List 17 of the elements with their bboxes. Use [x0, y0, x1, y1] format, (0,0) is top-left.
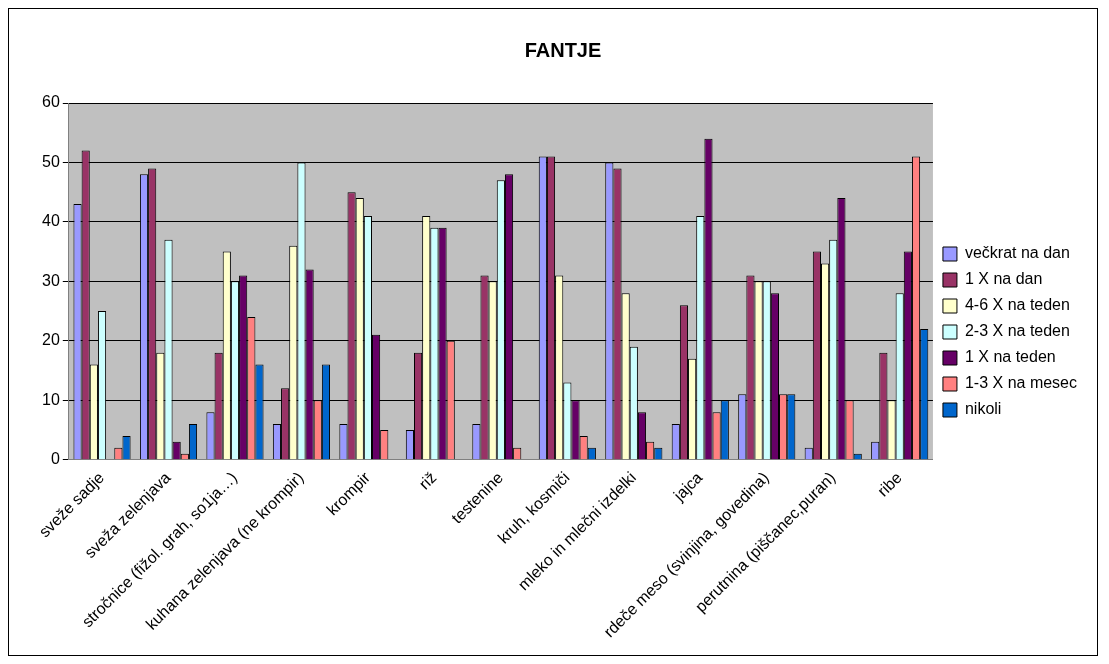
- legend-label: 1-3 X na mesec: [964, 374, 1078, 392]
- x-tick-label: riž: [415, 468, 440, 493]
- legend-label: 1 X na dan: [964, 270, 1043, 288]
- legend-label: večkrat na dan: [964, 244, 1070, 262]
- legend-label: 1 X na teden: [964, 348, 1056, 366]
- y-tick-label: 0: [50, 450, 60, 468]
- legend-label: 2-3 X na teden: [964, 322, 1070, 340]
- y-tick-label: 40: [42, 212, 60, 230]
- legend-label: 4-6 X na teden: [964, 296, 1070, 314]
- x-tick-label: ribe: [874, 468, 906, 500]
- y-tick-label: 50: [42, 152, 60, 170]
- y-tick-label: 10: [42, 390, 60, 408]
- y-tick-label: 20: [42, 331, 60, 349]
- y-tick-label: 30: [42, 271, 60, 289]
- y-tick-label: 60: [42, 93, 60, 111]
- chart-title: FANTJE: [524, 38, 602, 61]
- legend-label: nikoli: [964, 400, 1002, 418]
